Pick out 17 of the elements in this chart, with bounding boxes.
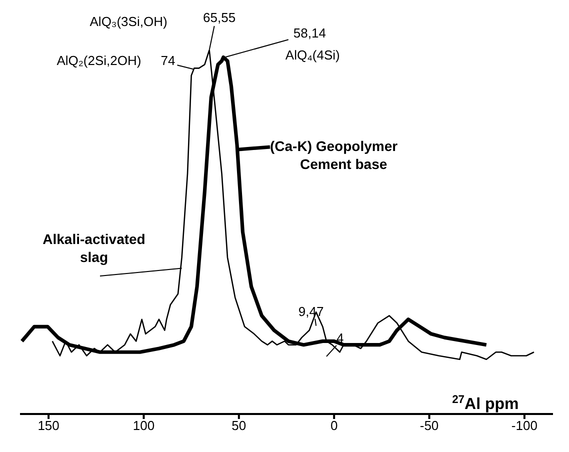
text: Alkali-activated slag (42, 231, 146, 265)
x-tick-label: 150 (38, 418, 60, 434)
annotation: 9,47 (298, 304, 324, 319)
annotation: 65,55 (203, 10, 236, 25)
x-tick-label: -50 (420, 418, 439, 434)
annotation: AlQ₄(4Si) (285, 48, 340, 63)
annotation: AlQ₂(2Si,2OH) (56, 53, 142, 68)
legend-label: (Ca-K) Geopolymer Cement base (270, 138, 398, 172)
annotation: 4 (336, 330, 344, 346)
x-tick-label: -100 (511, 418, 538, 434)
x-tick-label: 100 (132, 418, 155, 434)
text: AlQ₃(3Si,OH) (90, 14, 168, 29)
x-tick-label: 50 (232, 418, 246, 434)
annotation: 74 (160, 53, 176, 68)
x-tick-label: 0 (330, 418, 338, 434)
x-axis-title: $^{27}$Al ppm (452, 394, 519, 413)
annotation: 58,14 (293, 26, 326, 41)
